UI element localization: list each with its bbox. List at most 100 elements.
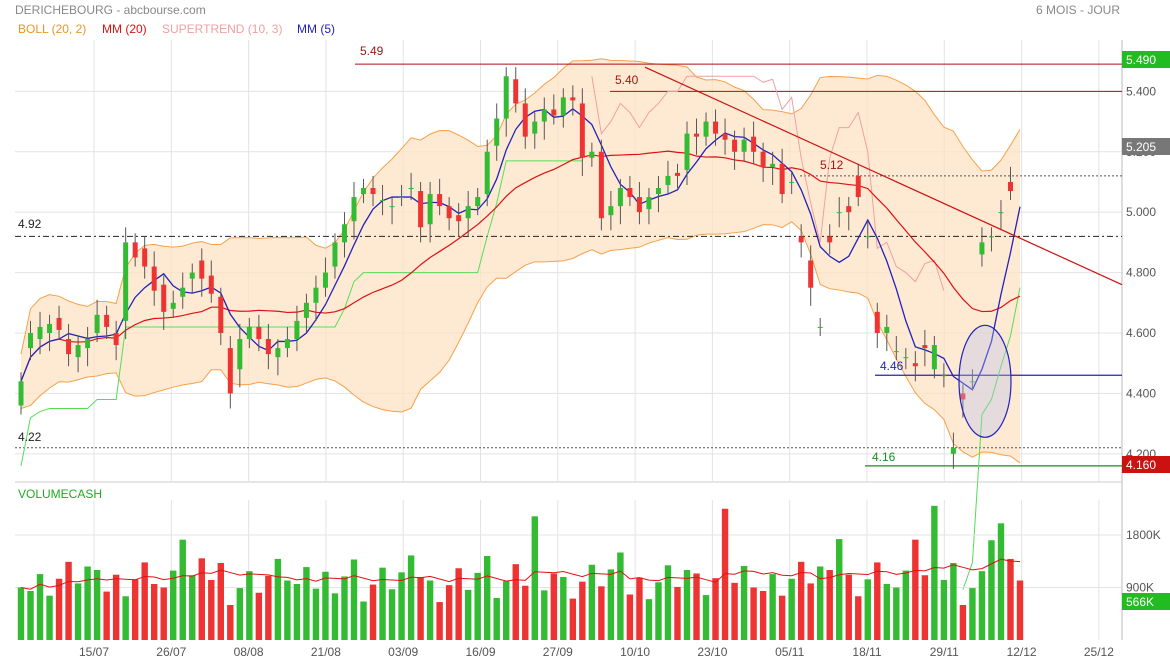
candle-down [674, 172, 680, 176]
candle-up [237, 339, 243, 370]
volume-bar-up [893, 587, 900, 640]
date-tick-label: 25/12 [1084, 645, 1114, 659]
price-tick-label: 5.000 [1126, 205, 1156, 219]
volume-bar-down [255, 592, 263, 640]
volume-bar-down [417, 577, 424, 640]
volume-bar-down [1016, 580, 1024, 640]
volume-bar-up [93, 570, 101, 640]
volume-bar-down [759, 591, 767, 640]
tag-resistance: 5.490 [1126, 53, 1156, 67]
volume-bar-up [683, 570, 691, 640]
candle-down [551, 109, 557, 116]
candle-up [617, 188, 623, 207]
candle-up [351, 197, 357, 222]
candle-down [104, 314, 110, 327]
volume-bar-down [151, 584, 158, 640]
tag-last: 5.205 [1126, 140, 1156, 154]
date-tick-label: 23/10 [697, 645, 727, 659]
bollinger-upper [20, 58, 1021, 355]
candle-down [56, 317, 62, 330]
candle-up [399, 197, 405, 199]
candle-down [370, 188, 376, 195]
candle-up [28, 332, 34, 349]
volume-bar-up [274, 558, 282, 640]
candle-up [322, 272, 328, 288]
volume-bar-down [512, 564, 519, 640]
volume-tag: 566K [1126, 595, 1154, 609]
highlight-ellipse [958, 324, 1012, 438]
candle-up [246, 326, 252, 340]
candle-up [665, 175, 671, 185]
candle-up [303, 302, 309, 318]
trendline-down [644, 66, 1123, 286]
candle-down [598, 151, 604, 219]
volume-bar-up [702, 595, 710, 640]
volume-bar-up [36, 574, 44, 640]
label-416: 4.16 [872, 450, 896, 464]
candle-down [798, 236, 804, 243]
candle-up [532, 121, 538, 134]
date-tick-label: 26/07 [156, 645, 186, 659]
volume-bars [17, 505, 1024, 640]
volume-bar-down [369, 584, 377, 640]
candle-down [912, 363, 918, 367]
candle-up [655, 188, 661, 195]
candle-up [560, 97, 566, 116]
volume-tick-label: 1800K [1126, 528, 1161, 542]
date-tick-label: 10/10 [620, 645, 650, 659]
candle-down [627, 188, 633, 198]
volume-bar-down [598, 586, 605, 640]
volume-bar-up [902, 570, 910, 640]
candle-up [988, 236, 994, 238]
label-540: 5.40 [615, 73, 639, 87]
candle-up [18, 381, 24, 406]
volume-bar-up [331, 593, 339, 640]
candle-up [361, 188, 367, 195]
volume-bar-up [398, 572, 405, 640]
volume-bar-up [503, 581, 510, 640]
volume-bar-down [198, 558, 205, 640]
candle-up [94, 314, 100, 333]
date-axis: 15/07 26/07 08/08 21/08 03/09 16/09 27/09 10/10… [79, 645, 1114, 659]
candle-down [151, 266, 157, 291]
candle-up [85, 339, 91, 349]
volume-bar-down [912, 539, 919, 640]
volume-bar-up [531, 516, 538, 640]
candle-down [227, 348, 233, 394]
volume-bar-up [74, 583, 82, 640]
candle-down [779, 163, 785, 195]
volume-bar-down [522, 585, 529, 640]
candle-up [408, 188, 414, 190]
drawing-overlays [644, 66, 1123, 438]
volume-bar-down [455, 568, 462, 640]
volume-bar-down [217, 563, 224, 640]
volume-bar-down [797, 561, 805, 640]
volume-bar-down [855, 596, 862, 640]
volume-bar-up [284, 580, 291, 640]
volume-bar-down [55, 578, 63, 640]
volume-bar-down [826, 570, 833, 640]
volume-bar-down [550, 573, 557, 640]
supertrend-bull-recent [962, 287, 1021, 590]
candle-up [37, 326, 43, 340]
candle-up [170, 302, 176, 309]
candle-up [75, 345, 81, 358]
candle-up [893, 351, 899, 353]
candle-down [570, 97, 576, 101]
volume-bar-down [731, 582, 738, 640]
volume-bar-down [141, 562, 148, 640]
volume-bar-up [864, 579, 871, 640]
volume-bar-up [246, 571, 253, 640]
volume-bar-down [436, 602, 443, 640]
bollinger-band [20, 58, 1021, 464]
candle-up [608, 206, 614, 216]
legend-boll: BOLL (20, 2) [18, 22, 86, 36]
volume-bar-up [788, 578, 795, 640]
date-tick-label: 08/08 [234, 645, 264, 659]
volume-bar-up [931, 505, 938, 640]
volume-bar-up [588, 564, 596, 640]
legend-mm20: MM (20) [102, 22, 147, 36]
volume-bar-down [626, 594, 634, 640]
volume-bar-up [484, 556, 491, 640]
candle-down [732, 139, 738, 152]
